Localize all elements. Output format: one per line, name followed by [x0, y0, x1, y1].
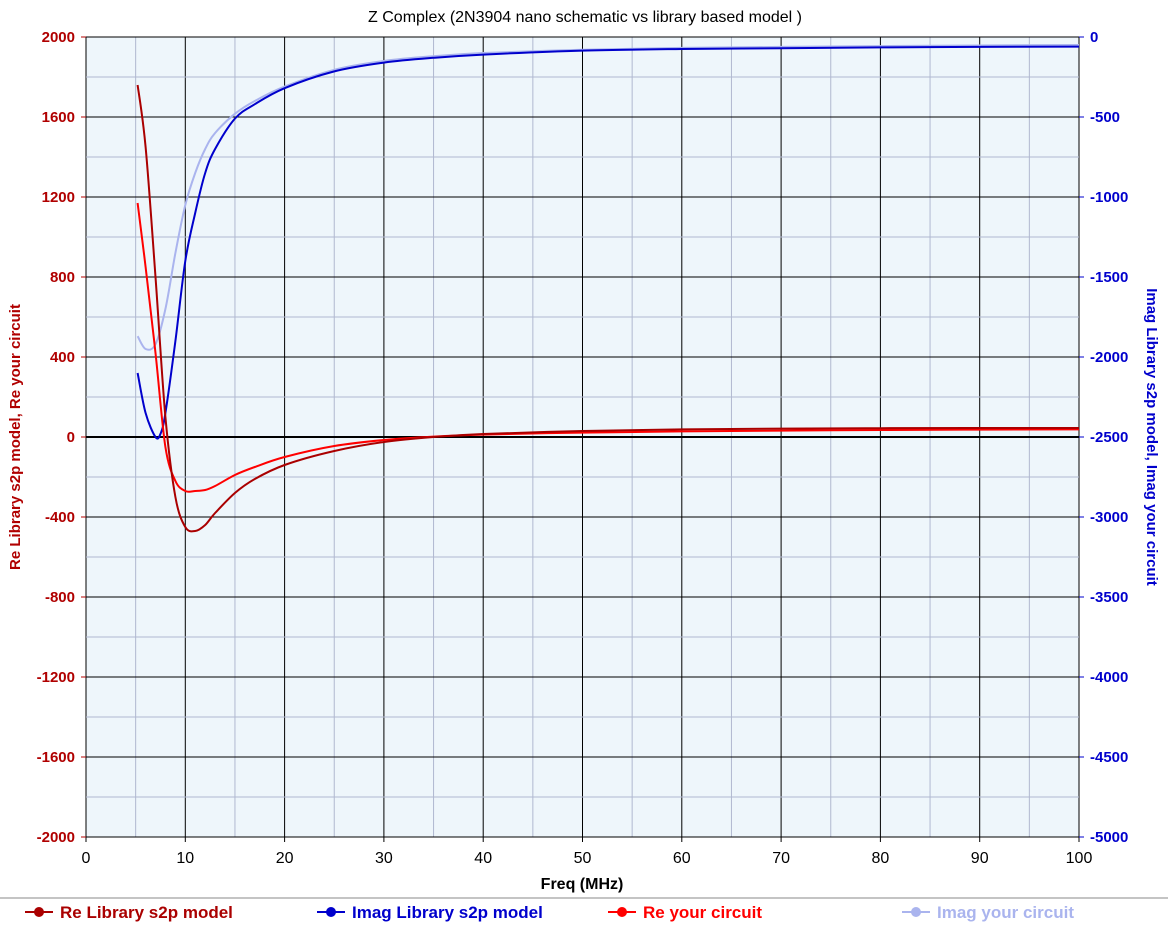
x-tick-label: 50 — [574, 850, 592, 867]
left-tick-label: 2000 — [42, 29, 75, 46]
legend-marker — [617, 907, 627, 917]
left-tick-label: -800 — [45, 589, 75, 606]
legend-item[interactable]: Imag your circuit — [902, 903, 1074, 922]
x-tick-label: 0 — [82, 850, 91, 867]
legend-item[interactable]: Re your circuit — [608, 903, 762, 922]
left-tick-label: 1600 — [42, 109, 75, 126]
right-tick-label: -3500 — [1090, 589, 1128, 606]
x-tick-label: 100 — [1066, 850, 1093, 867]
series-group — [136, 44, 1080, 533]
x-tick-label: 90 — [971, 850, 989, 867]
chart-title: Z Complex (2N3904 nano schematic vs libr… — [368, 9, 802, 26]
x-tick-label: 70 — [772, 850, 790, 867]
right-axis-label: Imag Library s2p model, Imag your circui… — [1143, 288, 1160, 586]
series-line-re-library-s2p-model — [136, 84, 1079, 533]
left-tick-label: 800 — [50, 269, 75, 286]
legend-marker — [326, 907, 336, 917]
legend-label: Re Library s2p model — [60, 903, 233, 922]
x-tick-label: 20 — [276, 850, 294, 867]
right-tick-label: -3000 — [1090, 509, 1128, 526]
right-tick-label: -4000 — [1090, 669, 1128, 686]
x-tick-label: 30 — [375, 850, 393, 867]
legend-marker — [34, 907, 44, 917]
left-tick-label: -1600 — [37, 749, 75, 766]
legend-label: Imag Library s2p model — [352, 903, 543, 922]
series-line-re-your-circuit — [136, 202, 1080, 493]
tick-labels: 0 10 20 30 40 50 60 70 80 90 100 2000 1600 1200 800 400… — [37, 29, 1129, 867]
right-tick-label: -1000 — [1090, 189, 1128, 206]
left-axis-label: Re Library s2p model, Re your circuit — [7, 304, 24, 570]
right-tick-label: -500 — [1090, 109, 1120, 126]
x-tick-label: 60 — [673, 850, 691, 867]
right-tick-label: -5000 — [1090, 829, 1128, 846]
legend-marker — [911, 907, 921, 917]
left-tick-label: -2000 — [37, 829, 75, 846]
right-tick-label: -2000 — [1090, 349, 1128, 366]
left-tick-label: 0 — [67, 429, 75, 446]
right-tick-label: -4500 — [1090, 749, 1128, 766]
left-tick-label: -400 — [45, 509, 75, 526]
legend-label: Re your circuit — [643, 903, 762, 922]
left-tick-label: 400 — [50, 349, 75, 366]
x-tick-label: 80 — [872, 850, 890, 867]
right-tick-label: -1500 — [1090, 269, 1128, 286]
legend: Re Library s2p model Imag Library s2p mod… — [25, 903, 1074, 922]
right-tick-label: -2500 — [1090, 429, 1128, 446]
x-tick-label: 40 — [474, 850, 492, 867]
series-line-imag-your-circuit — [136, 44, 1080, 351]
x-axis-label: Freq (MHz) — [541, 876, 624, 893]
legend-item[interactable]: Imag Library s2p model — [317, 903, 543, 922]
right-tick-label: 0 — [1090, 29, 1098, 46]
legend-item[interactable]: Re Library s2p model — [25, 903, 233, 922]
x-tick-label: 10 — [176, 850, 194, 867]
legend-label: Imag your circuit — [937, 903, 1074, 922]
left-tick-label: 1200 — [42, 189, 75, 206]
left-tick-label: -1200 — [37, 669, 75, 686]
